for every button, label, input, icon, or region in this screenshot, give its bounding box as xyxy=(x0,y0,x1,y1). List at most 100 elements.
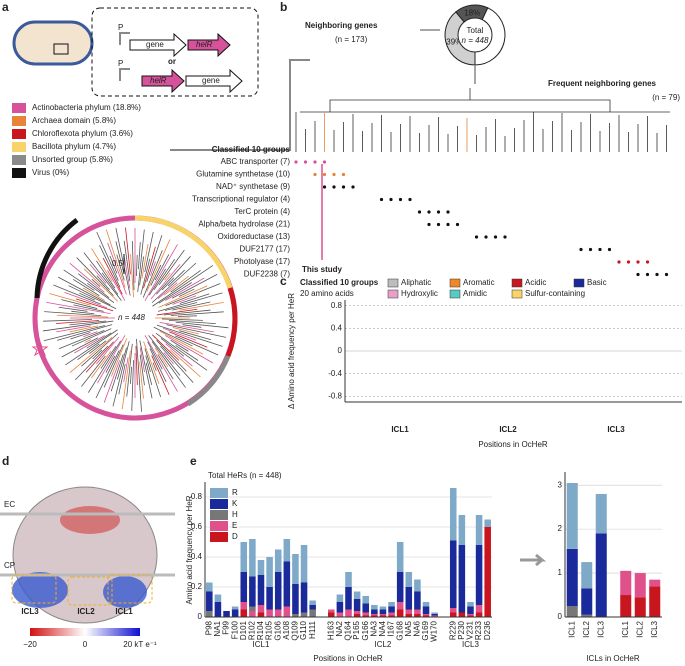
tree-branch xyxy=(118,363,126,395)
tree-branch xyxy=(179,330,212,341)
tree-branch xyxy=(170,339,189,352)
label: Total xyxy=(467,26,484,35)
x-tick-label: H163 xyxy=(326,620,335,640)
label: or xyxy=(168,57,176,66)
tree-branch xyxy=(88,340,122,393)
tree-branch xyxy=(57,314,109,318)
tree-branch xyxy=(156,256,191,295)
legend-label: Aromatic xyxy=(463,278,495,287)
arrow xyxy=(420,29,476,84)
bar-segment xyxy=(467,614,474,616)
tree-branch xyxy=(91,278,101,287)
bar-segment xyxy=(231,609,239,617)
tree-branch xyxy=(138,242,141,270)
tree-branch xyxy=(172,295,197,305)
tree-branch xyxy=(143,246,156,289)
bar-segment xyxy=(266,587,273,610)
x-tick-label: R229 xyxy=(448,620,457,640)
blue-patch xyxy=(12,572,68,608)
tree-branch xyxy=(170,270,201,293)
tree-branch xyxy=(103,360,120,403)
ring-bacillota xyxy=(134,215,233,289)
bar-segment xyxy=(292,554,299,584)
gene-dot xyxy=(294,160,298,164)
tree-branch xyxy=(83,252,122,301)
tree-branch xyxy=(91,350,112,379)
tree-branch xyxy=(130,254,134,298)
legend-swatch xyxy=(12,168,26,178)
bar-segment xyxy=(214,594,222,602)
bar-segment xyxy=(595,493,607,534)
gene-dot xyxy=(474,235,479,239)
tree-branch xyxy=(153,258,176,291)
label: ICL2 xyxy=(77,607,95,616)
tree-branch xyxy=(146,235,163,282)
tree-branch xyxy=(81,355,106,387)
legend-label: Chloroflexota phylum (3.6%) xyxy=(32,129,133,138)
bar-segment xyxy=(634,597,646,617)
group-label: DUF2177 (17) xyxy=(239,245,290,254)
bar-segment xyxy=(206,582,213,592)
bar-segment xyxy=(240,602,248,610)
tree-branch xyxy=(91,248,113,282)
tree-branch xyxy=(131,241,135,291)
group-label: DUF2238 (7) xyxy=(244,270,291,279)
y-tick-label: 0.6 xyxy=(191,522,203,531)
label: Classified 10 groups xyxy=(212,145,291,154)
tree-branch xyxy=(152,265,214,307)
x-tick-label: ICL2 xyxy=(582,620,591,637)
tree-branch xyxy=(107,270,126,301)
bar-segment xyxy=(266,557,273,587)
tree-branch xyxy=(145,362,153,386)
label: CP xyxy=(4,561,15,570)
bar-segment xyxy=(353,591,361,599)
label: 0 xyxy=(83,640,88,649)
tree-branch xyxy=(76,257,114,296)
tree-branch xyxy=(68,285,117,310)
tree-branch xyxy=(179,293,210,304)
tree-branch xyxy=(87,282,115,304)
tree-branch xyxy=(103,344,124,388)
tree-branch xyxy=(86,332,112,349)
tree-branch xyxy=(151,262,197,303)
tree-branch xyxy=(141,244,149,279)
tree-branch xyxy=(161,318,203,321)
bar-segment xyxy=(257,612,265,617)
bar-segment xyxy=(566,482,578,549)
tree-branch xyxy=(96,336,120,365)
panel-label: a xyxy=(2,0,9,14)
legend-swatch xyxy=(12,155,26,165)
x-tick-label: NA5 xyxy=(404,620,413,636)
label: n = 448 xyxy=(462,36,489,45)
gene-dot xyxy=(493,235,498,239)
tree-branch xyxy=(81,333,119,367)
tree-branch xyxy=(69,320,107,326)
tree-branch xyxy=(72,278,100,297)
tree-branch xyxy=(148,335,181,376)
gene-dot xyxy=(598,247,602,252)
tree-branch xyxy=(157,282,178,300)
x-tick-label: ICL1 xyxy=(567,620,576,637)
gene-dot xyxy=(446,222,450,227)
gene-dot xyxy=(408,197,412,202)
gene-dot xyxy=(351,185,355,189)
tree-branch xyxy=(165,335,214,364)
bar-segment xyxy=(379,609,387,614)
bar-segment xyxy=(396,572,404,602)
tree-branch xyxy=(71,328,112,347)
tree-branch xyxy=(175,345,199,361)
tree-branch xyxy=(156,308,198,316)
bar-segment xyxy=(274,549,282,572)
tree-branch xyxy=(151,355,170,395)
tree-branch xyxy=(110,354,124,392)
tree-branch xyxy=(169,349,201,378)
label: gene xyxy=(202,76,220,85)
tree-branch xyxy=(53,284,101,305)
legend-swatch xyxy=(12,103,26,113)
bar-segment xyxy=(388,615,395,617)
bar-segment xyxy=(467,602,474,607)
tree-branch xyxy=(69,336,113,373)
tree-branch xyxy=(99,245,121,288)
legend-label: Acidic xyxy=(525,278,546,287)
bar-segment xyxy=(458,612,466,617)
